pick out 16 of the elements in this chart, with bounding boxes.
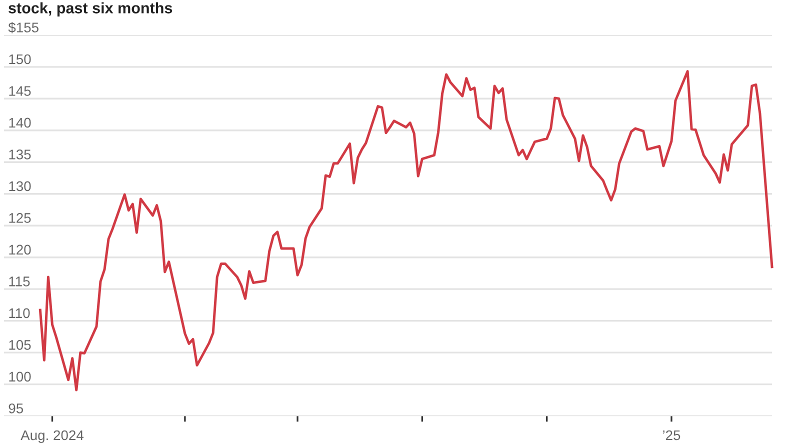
x-tick-label: ’25 <box>663 430 680 440</box>
y-tick-label: 130 <box>9 181 31 192</box>
y-tick-label: 150 <box>9 54 31 64</box>
y-tick-label: 145 <box>9 86 31 96</box>
y-tick-label: 110 <box>9 308 30 318</box>
y-tick-label: 125 <box>9 213 31 223</box>
chart-title: stock, past six months <box>8 2 172 16</box>
y-tick-label: $155 <box>8 22 38 34</box>
y-tick-label: 120 <box>9 244 31 255</box>
x-tick-label: Aug. 2024 <box>20 430 84 443</box>
y-tick-label: 115 <box>9 276 30 286</box>
y-tick-label: 135 <box>9 150 31 160</box>
y-tick-label: 105 <box>9 340 31 350</box>
y-tick-label: 100 <box>9 372 31 382</box>
y-tick-label: 95 <box>8 403 24 414</box>
y-tick-label: 140 <box>9 118 31 128</box>
